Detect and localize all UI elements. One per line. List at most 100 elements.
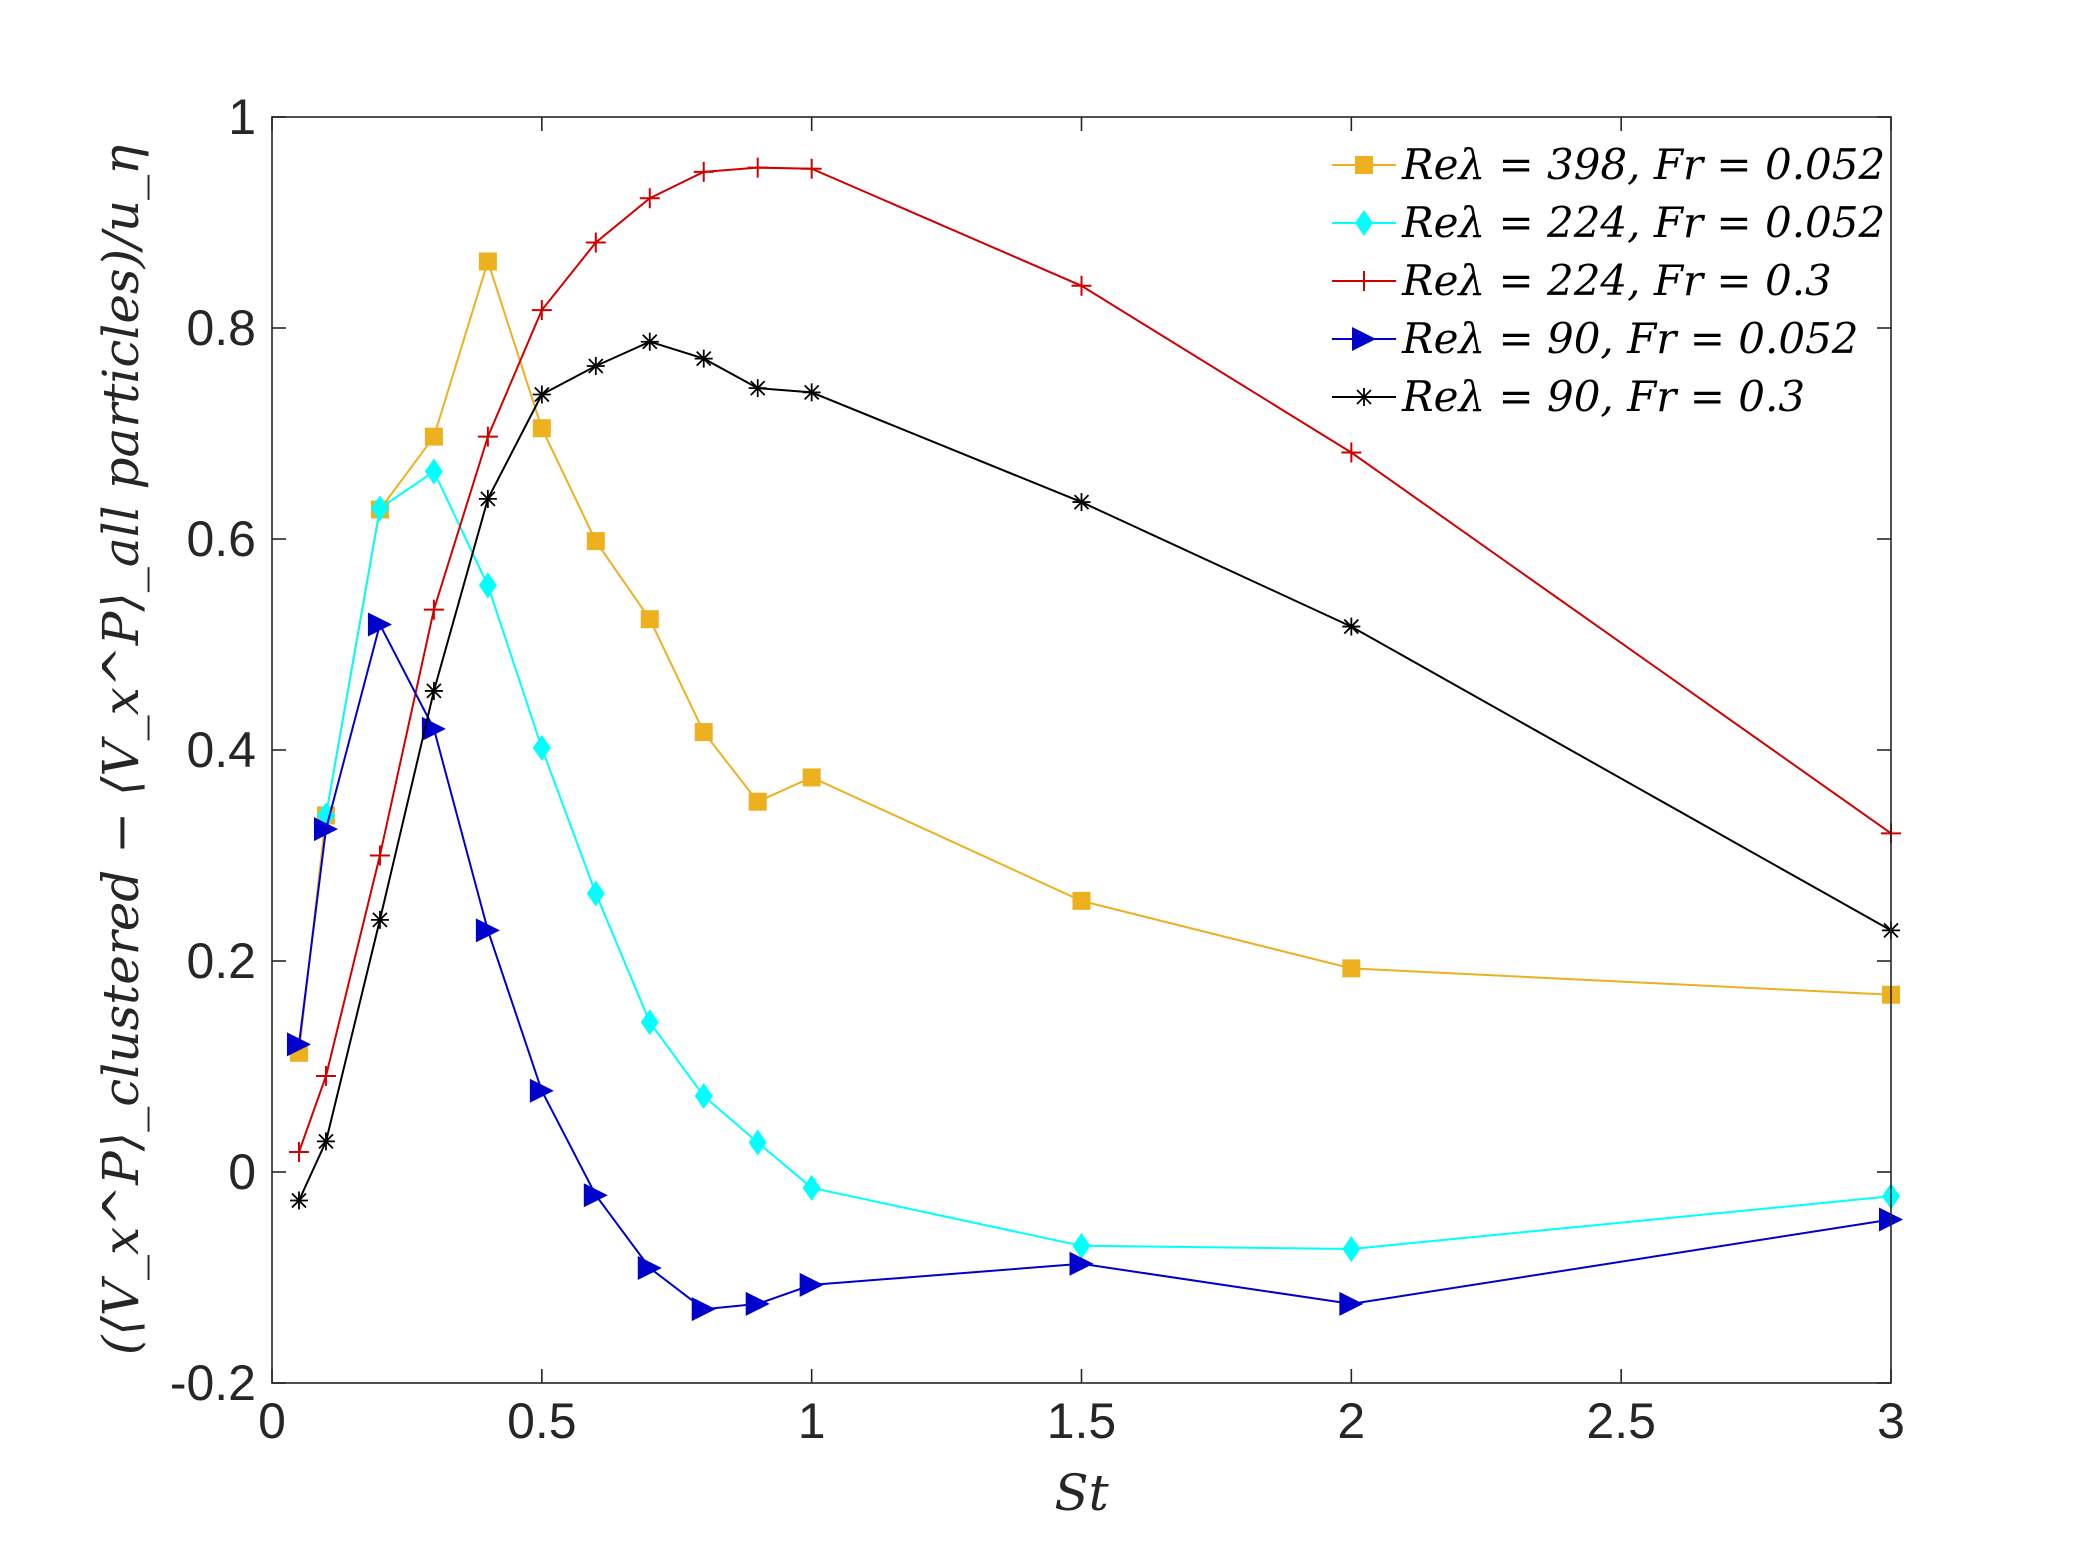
series-4 bbox=[286, 612, 1903, 1322]
data-point bbox=[748, 1129, 767, 1156]
data-point bbox=[424, 681, 443, 700]
y-axis-label: (⟨V_x^P⟩_clustered − ⟨V_x^P⟩_all particl… bbox=[92, 145, 150, 1355]
legend-label: Reλ = 90, Fr = 0.3 bbox=[1401, 372, 1805, 421]
data-point bbox=[693, 161, 714, 182]
y-tick-label: 0.4 bbox=[186, 722, 256, 778]
data-point bbox=[1071, 275, 1092, 296]
data-point bbox=[421, 716, 446, 741]
series-line bbox=[298, 258, 1892, 1053]
legend-entry: Reλ = 224, Fr = 0.052 bbox=[1332, 198, 1885, 247]
data-point bbox=[748, 379, 767, 398]
x-tick-label: 2 bbox=[1337, 1393, 1365, 1449]
data-point bbox=[694, 723, 713, 742]
legend-marker bbox=[1354, 271, 1374, 291]
data-point bbox=[532, 419, 551, 438]
y-tick-label: -0.2 bbox=[170, 1355, 256, 1411]
y-tick-label: 1 bbox=[228, 89, 256, 145]
y-axis-label-text: (⟨V_x^P⟩_clustered − ⟨V_x^P⟩_all particl… bbox=[92, 145, 150, 1355]
data-point bbox=[286, 1032, 311, 1057]
data-point bbox=[315, 1065, 336, 1086]
data-point bbox=[424, 427, 443, 446]
x-tick-label: 0.5 bbox=[507, 1393, 577, 1449]
data-point bbox=[694, 1083, 713, 1110]
series-layer bbox=[286, 157, 1903, 1322]
data-point bbox=[802, 1174, 821, 1201]
data-point bbox=[1072, 493, 1091, 512]
legend-label: Reλ = 398, Fr = 0.052 bbox=[1401, 140, 1885, 189]
x-axis-label: St bbox=[1054, 1464, 1109, 1522]
data-point bbox=[370, 910, 389, 929]
data-point bbox=[1069, 1251, 1094, 1276]
legend-marker bbox=[1355, 210, 1373, 236]
data-point bbox=[316, 1132, 335, 1151]
data-point bbox=[289, 1191, 308, 1210]
data-point bbox=[799, 1272, 824, 1297]
data-point bbox=[369, 845, 390, 866]
series-line bbox=[298, 166, 1892, 1153]
x-tick-label: 2.5 bbox=[1586, 1393, 1656, 1449]
data-point bbox=[586, 532, 605, 551]
data-point bbox=[1342, 617, 1361, 636]
data-point bbox=[1342, 959, 1361, 978]
data-point bbox=[639, 188, 660, 209]
y-tick-label: 0.6 bbox=[186, 511, 256, 567]
data-point bbox=[1342, 1236, 1361, 1263]
legend-label: Reλ = 224, Fr = 0.052 bbox=[1401, 198, 1885, 247]
data-point bbox=[694, 349, 713, 368]
data-point bbox=[477, 426, 498, 447]
data-point bbox=[637, 1256, 662, 1281]
data-point bbox=[801, 158, 822, 179]
x-tick-label: 3 bbox=[1877, 1393, 1905, 1449]
data-point bbox=[691, 1297, 716, 1322]
y-tick-label: 0.8 bbox=[186, 300, 256, 356]
data-point bbox=[478, 252, 497, 271]
series-2 bbox=[316, 458, 1900, 1263]
y-tick-label: 0 bbox=[228, 1144, 256, 1200]
axes-frame: 0 0.5 1 1.5 2 2.5 3-0.200.20.40.60.81 bbox=[170, 89, 1905, 1449]
data-point bbox=[475, 918, 500, 943]
plot-background bbox=[272, 117, 1891, 1383]
data-point bbox=[370, 495, 389, 522]
data-point bbox=[585, 232, 606, 253]
data-point bbox=[640, 610, 659, 629]
data-point bbox=[583, 1183, 608, 1208]
x-tick-label: 1 bbox=[798, 1393, 826, 1449]
legend-marker bbox=[1352, 327, 1376, 351]
data-point bbox=[313, 817, 338, 842]
legend: Reλ = 398, Fr = 0.052 Reλ = 224, Fr = 0.0… bbox=[1332, 140, 1885, 421]
data-point bbox=[424, 458, 443, 485]
data-point bbox=[802, 768, 821, 787]
data-point bbox=[367, 612, 392, 637]
data-point bbox=[586, 356, 605, 375]
data-point bbox=[478, 489, 497, 508]
data-point bbox=[423, 599, 444, 620]
y-tick-label: 0.2 bbox=[186, 933, 256, 989]
data-point bbox=[640, 1009, 659, 1036]
data-point bbox=[531, 300, 552, 321]
data-point bbox=[745, 1291, 770, 1316]
legend-entry: Reλ = 90, Fr = 0.052 bbox=[1332, 314, 1858, 363]
series-line bbox=[298, 340, 1892, 1201]
legend-label: Reλ = 90, Fr = 0.052 bbox=[1401, 314, 1858, 363]
series-5 bbox=[289, 332, 1900, 1210]
plot-area bbox=[272, 117, 1891, 1383]
data-point bbox=[478, 572, 497, 599]
data-point bbox=[532, 385, 551, 404]
legend-entry: Reλ = 224, Fr = 0.3 bbox=[1332, 256, 1832, 305]
series-line bbox=[298, 621, 1892, 1311]
x-tick-label: 0 bbox=[258, 1393, 286, 1449]
legend-label: Reλ = 224, Fr = 0.3 bbox=[1401, 256, 1832, 305]
data-point bbox=[1339, 1291, 1364, 1316]
series-1 bbox=[289, 252, 1900, 1062]
data-point bbox=[288, 1141, 309, 1162]
data-point bbox=[1072, 891, 1091, 910]
legend-entry: Reλ = 90, Fr = 0.3 bbox=[1332, 372, 1805, 421]
data-point bbox=[529, 1078, 554, 1103]
data-point bbox=[1072, 1232, 1091, 1259]
legend-marker bbox=[1355, 156, 1373, 174]
data-point bbox=[586, 880, 605, 907]
data-point bbox=[802, 383, 821, 402]
data-point bbox=[532, 734, 551, 761]
data-point bbox=[748, 792, 767, 811]
